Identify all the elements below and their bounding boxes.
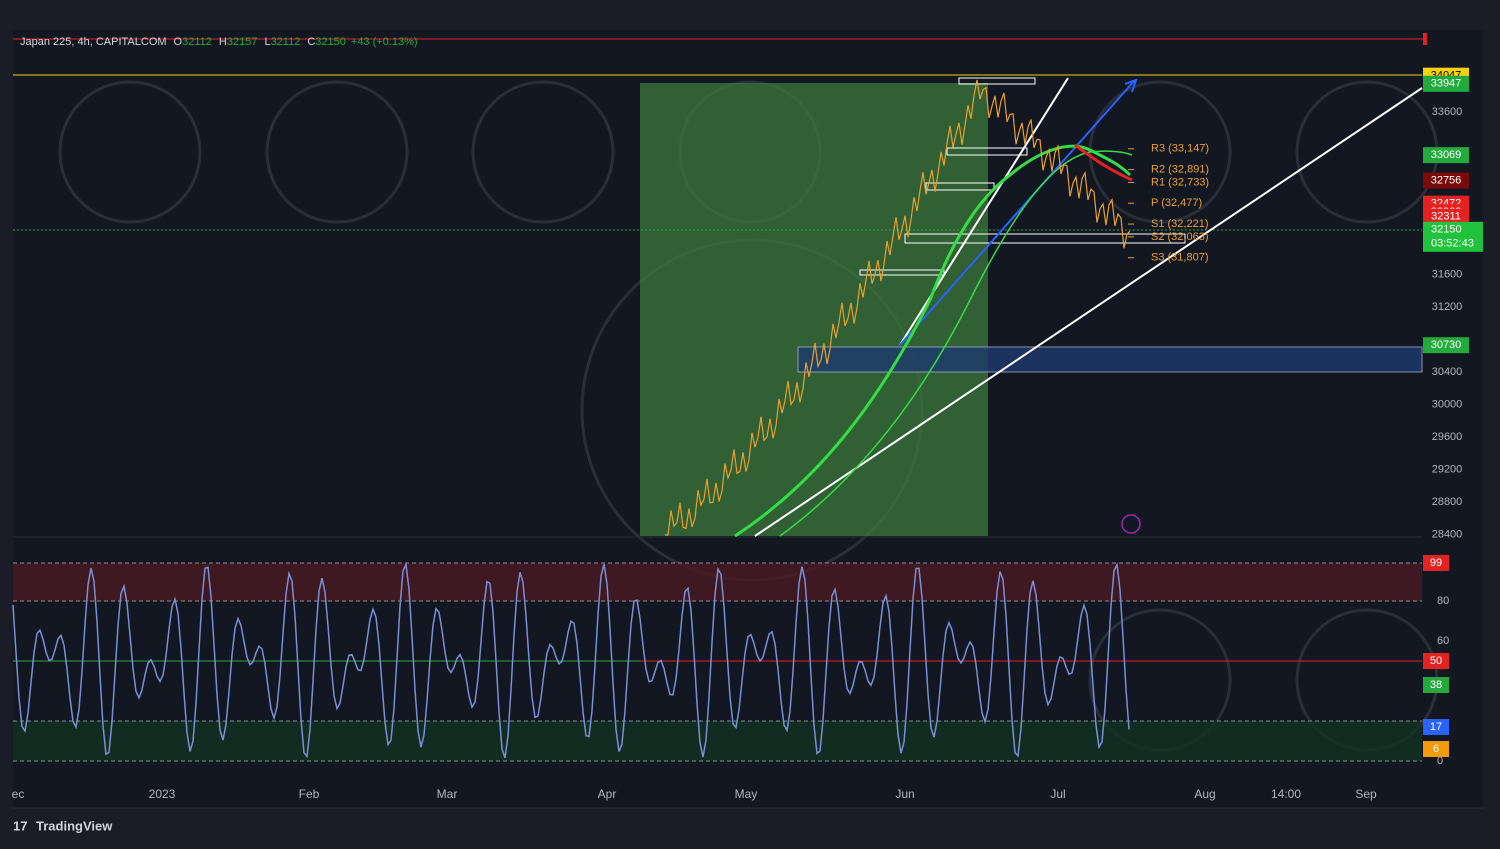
price-tick-label: 31200 xyxy=(1432,301,1463,313)
ohlc-label: O xyxy=(174,36,183,48)
price-tick-label: 28800 xyxy=(1432,496,1463,508)
price-tick-label: 29200 xyxy=(1432,463,1463,475)
brand-logo: 17 xyxy=(13,818,27,833)
pivot-label: R2 (32,891) xyxy=(1151,164,1209,176)
oscillator-badge xyxy=(1423,719,1449,735)
price-series xyxy=(665,79,1131,536)
oversold-zone xyxy=(13,721,1422,761)
moving-average-slow xyxy=(779,150,1133,537)
ohlc-value: 32112 xyxy=(182,36,212,48)
oscillator-badge xyxy=(1423,677,1449,693)
price-badge-label: 32756 xyxy=(1431,174,1462,186)
oscillator-badge xyxy=(1423,741,1449,757)
oscillator-series xyxy=(12,561,1130,759)
oscillator-badge xyxy=(1423,555,1449,571)
ohlc-value: 32150 xyxy=(315,36,346,48)
price-badge-label: 30730 xyxy=(1431,339,1462,351)
time-label: Aug xyxy=(1194,787,1215,801)
price-badge-label: 32311 xyxy=(1431,211,1461,223)
position-zone xyxy=(640,83,988,536)
oscillator-badge xyxy=(1423,653,1449,669)
oscillator-tick-label: 60 xyxy=(1437,635,1449,647)
pivot-label: S2 (32,063) xyxy=(1151,231,1208,243)
arrow-head xyxy=(1124,78,1138,93)
oscillator-badge-label: 99 xyxy=(1430,557,1442,569)
symbol: Japan 225, 4h, CAPITALCOM xyxy=(20,36,167,48)
countdown: 03:52:43 xyxy=(1431,238,1474,250)
time-label: Sep xyxy=(1355,787,1377,801)
price-tick-label: 33600 xyxy=(1432,106,1463,118)
price-badge xyxy=(1423,208,1469,225)
price-tick-label: 30400 xyxy=(1432,366,1463,378)
last-price-badge xyxy=(1423,221,1483,252)
price-tick-label: 29600 xyxy=(1432,431,1463,443)
moving-average xyxy=(734,144,1132,538)
price-badge-label: 33947 xyxy=(1431,78,1462,90)
channel-line xyxy=(899,79,1136,346)
time-label: Apr xyxy=(598,787,617,801)
price-badge-label: 33069 xyxy=(1431,149,1462,161)
pivot-label: S1 (32,221) xyxy=(1151,218,1208,230)
high-marker xyxy=(1423,33,1427,45)
time-label: ec xyxy=(12,787,25,801)
symbol-header: Japan 225, 4h, CAPITALCOM O32112 H32157 L32… xyxy=(20,36,418,48)
trend-lines xyxy=(754,77,1423,537)
ohlc-value: 32112 xyxy=(271,36,301,48)
ohlc-value: 32157 xyxy=(227,36,258,48)
pivot-label: P (32,477) xyxy=(1151,197,1202,209)
pivot-label: S3 (31,807) xyxy=(1151,252,1208,264)
price-tick-label: 30000 xyxy=(1432,398,1463,410)
pivot-label: R3 (33,147) xyxy=(1151,143,1209,155)
time-label: 14:00 xyxy=(1271,787,1301,801)
oscillator-badge-label: 17 xyxy=(1430,721,1442,733)
change: +43 (+0.13%) xyxy=(351,36,418,48)
price-badge xyxy=(1423,172,1469,189)
ohlc-label: H xyxy=(219,36,227,48)
price-badge xyxy=(1423,75,1469,92)
time-label: Jun xyxy=(895,787,914,801)
time-label: May xyxy=(735,787,758,801)
pivot-label: R1 (32,733) xyxy=(1151,176,1209,188)
oscillator-badge-label: 50 xyxy=(1430,655,1442,667)
last-price: 32150 xyxy=(1431,224,1462,236)
alert-icon[interactable] xyxy=(1121,514,1141,534)
moving-average-red xyxy=(1074,143,1133,182)
ohlc-label: C xyxy=(307,36,315,48)
brand: TradingView xyxy=(36,818,113,833)
time-label: Mar xyxy=(437,787,458,801)
price-badge xyxy=(1423,337,1469,354)
level-boxes xyxy=(859,77,1186,276)
price-tick-label: 31600 xyxy=(1432,268,1463,280)
ohlc-label: L xyxy=(264,36,270,48)
price-tick-label: 28400 xyxy=(1432,528,1463,540)
oscillator-tick-label: 80 xyxy=(1437,595,1449,607)
time-label: Jul xyxy=(1050,787,1065,801)
price-badge xyxy=(1423,147,1469,164)
time-label: Feb xyxy=(299,787,320,801)
oscillator-badge-label: 38 xyxy=(1430,679,1442,691)
time-label: 2023 xyxy=(149,787,176,801)
oscillator-tick-label: 0 xyxy=(1437,755,1443,767)
oscillator-badge-label: 6 xyxy=(1433,743,1439,755)
